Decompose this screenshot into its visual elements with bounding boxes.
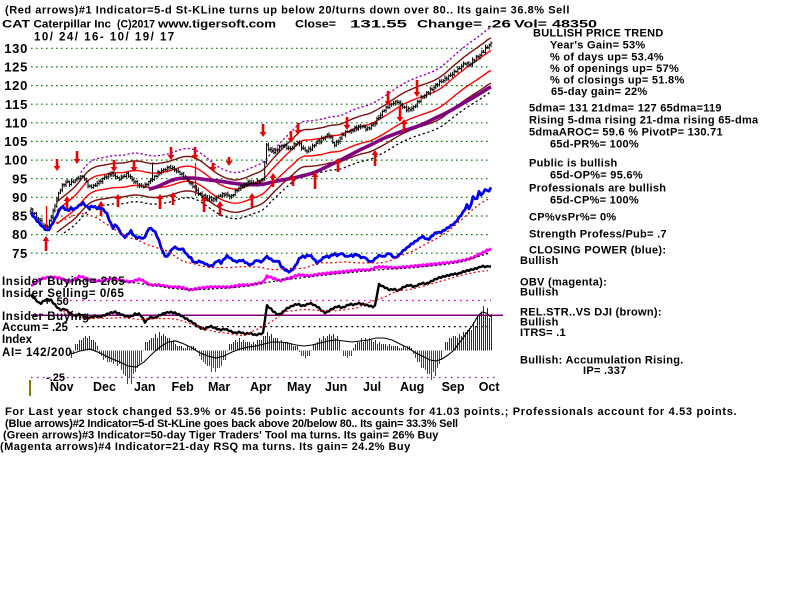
svg-text:Jun: Jun xyxy=(325,380,347,394)
svg-text:(Blue arrows)#2 Indicator=5-d: (Blue arrows)#2 Indicator=5-d St-KLine g… xyxy=(5,418,458,430)
svg-text:Close=: Close= xyxy=(295,19,336,31)
svg-text:Sep: Sep xyxy=(442,380,465,394)
svg-text:Bullish: Bullish xyxy=(520,287,559,299)
svg-text:125: 125 xyxy=(4,60,28,75)
svg-text:10/ 24/ 16- 10/ 19/ 17: 10/ 24/ 16- 10/ 19/ 17 xyxy=(34,32,176,44)
svg-text:CLOSING POWER (blue):: CLOSING POWER (blue): xyxy=(529,245,666,257)
svg-text:Dec: Dec xyxy=(93,380,116,394)
svg-text:Accum: Accum xyxy=(2,322,40,334)
svg-text:Index: Index xyxy=(2,334,33,346)
svg-text:For Last year stock changed 5: For Last year stock changed 53.9% or 45.… xyxy=(5,406,737,418)
svg-text:REL.STR..VS DJI (brown):: REL.STR..VS DJI (brown): xyxy=(520,307,662,319)
svg-text:Jan: Jan xyxy=(134,380,156,394)
svg-text:75: 75 xyxy=(12,246,28,261)
svg-text:Change=: Change= xyxy=(417,19,482,31)
svg-text:115: 115 xyxy=(5,97,28,112)
svg-text:BULLISH PRICE TREND: BULLISH PRICE TREND xyxy=(533,28,664,40)
svg-text:80: 80 xyxy=(12,227,28,242)
svg-text:100: 100 xyxy=(4,153,28,168)
svg-text:Bullish: Bullish xyxy=(520,255,559,267)
svg-text:65-day gain= 22%: 65-day gain= 22% xyxy=(551,86,648,98)
svg-text:% of openings up= 57%: % of openings up= 57% xyxy=(550,63,679,75)
svg-text:% of closings up= 51.8%: % of closings up= 51.8% xyxy=(550,75,685,87)
svg-text:Vol=: Vol= xyxy=(514,19,547,31)
svg-text:131.55: 131.55 xyxy=(350,19,407,31)
svg-text:48350: 48350 xyxy=(552,19,597,31)
svg-text:www.tigersoft.com: www.tigersoft.com xyxy=(157,19,276,31)
svg-text:(C)2017: (C)2017 xyxy=(117,19,155,31)
svg-text:Feb: Feb xyxy=(172,380,195,394)
svg-text:110: 110 xyxy=(5,115,28,130)
svg-text:Caterpillar Inc: Caterpillar Inc xyxy=(34,19,112,31)
svg-text:(Green arrows)#3 Indicator=50-: (Green arrows)#3 Indicator=50-day Tiger … xyxy=(3,430,439,442)
svg-text:85: 85 xyxy=(12,209,28,224)
svg-text:Insider Buying= 2/65: Insider Buying= 2/65 xyxy=(2,276,125,288)
svg-text:Rising 5-dma rising 21-dma ris: Rising 5-dma rising 21-dma rising 65-dma xyxy=(529,115,759,127)
svg-text:CAT: CAT xyxy=(2,19,30,31)
svg-text:(Magenta arrows)#4 Indicator=2: (Magenta arrows)#4 Indicator=21-day RSQ … xyxy=(0,441,411,453)
svg-text:Apr: Apr xyxy=(250,380,272,394)
svg-text:Bullish: Accumulation Rising.: Bullish: Accumulation Rising. xyxy=(520,355,684,367)
svg-text:90: 90 xyxy=(12,190,28,205)
svg-text:Nov: Nov xyxy=(50,380,74,394)
svg-text:AI= 142/200: AI= 142/200 xyxy=(2,347,72,359)
svg-text:= .25: = .25 xyxy=(42,322,69,334)
svg-text:Oct: Oct xyxy=(479,380,501,394)
svg-text:105: 105 xyxy=(4,134,28,149)
svg-text:+ .50: + .50 xyxy=(44,296,69,308)
svg-text:ITRS= .1: ITRS= .1 xyxy=(520,327,566,339)
svg-text:CP%vsPr%= 0%: CP%vsPr%= 0% xyxy=(529,212,616,224)
svg-text:Insider Buying: Insider Buying xyxy=(2,311,90,323)
svg-text:65d-OP%= 95.6%: 65d-OP%= 95.6% xyxy=(550,170,643,182)
svg-text:Aug: Aug xyxy=(400,380,424,394)
svg-text:65d-CP%= 100%: 65d-CP%= 100% xyxy=(550,195,639,207)
svg-text:120: 120 xyxy=(4,78,28,93)
svg-text:May: May xyxy=(287,380,311,394)
svg-text:(Red arrows)#1 Indicator=5-d S: (Red arrows)#1 Indicator=5-d St-KLine tu… xyxy=(5,5,570,17)
svg-text:5dmaAROC= 59.6 % PivotP= 130.: 5dmaAROC= 59.6 % PivotP= 130.71 xyxy=(529,127,723,139)
svg-text:65d-PR%= 100%: 65d-PR%= 100% xyxy=(550,139,639,151)
svg-text:-.25: -.25 xyxy=(46,372,65,384)
svg-text:Jul: Jul xyxy=(363,380,381,394)
svg-text:5dma= 131 21dma= 127 65dma=119: 5dma= 131 21dma= 127 65dma=119 xyxy=(529,103,722,115)
svg-text:OBV (magenta):: OBV (magenta): xyxy=(520,277,607,289)
svg-text:IP= .337: IP= .337 xyxy=(583,365,627,377)
svg-text:Bullish: Bullish xyxy=(520,317,559,329)
svg-text:.26: .26 xyxy=(487,19,511,31)
svg-text:Professionals are bullish: Professionals are bullish xyxy=(529,183,666,195)
svg-text:Mar: Mar xyxy=(208,380,230,394)
svg-text:95: 95 xyxy=(12,171,28,186)
svg-text:% of days up= 53.4%: % of days up= 53.4% xyxy=(550,52,664,64)
svg-text:Year's Gain= 53%: Year's Gain= 53% xyxy=(550,40,645,52)
svg-text:130: 130 xyxy=(4,41,28,56)
svg-text:Strength Profess/Pub= .7: Strength Profess/Pub= .7 xyxy=(529,229,667,241)
svg-text:Public is bullish: Public is bullish xyxy=(529,158,618,170)
svg-text:Insider Selling= 0/65: Insider Selling= 0/65 xyxy=(2,288,124,300)
